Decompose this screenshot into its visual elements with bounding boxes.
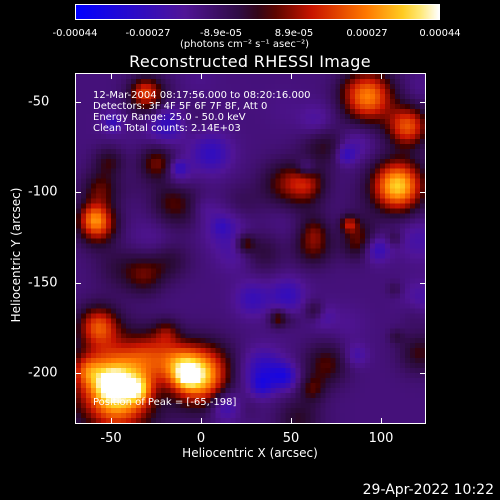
y-tick-mark	[75, 373, 81, 374]
peak-position-text: Position of Peak = [-65,-198]	[93, 397, 237, 408]
x-tick-mark	[111, 418, 112, 424]
y-tick-mark	[420, 192, 426, 193]
rhessi-image-heatmap	[76, 74, 425, 423]
energy-range-text: Energy Range: 25.0 - 50.0 keV	[93, 112, 246, 123]
x-tick-mark	[111, 73, 112, 79]
plot-title: Reconstructed RHESSI Image	[129, 52, 371, 71]
colorbar-tick-label: 8.9e-05	[274, 28, 314, 39]
x-tick-mark	[291, 418, 292, 424]
colorbar-tick-label: 0.00027	[346, 28, 388, 39]
x-tick-mark	[291, 73, 292, 79]
y-tick-mark	[420, 283, 426, 284]
colorbar-tick-label: 0.00044	[419, 28, 461, 39]
y-tick-mark	[420, 373, 426, 374]
colorbar-tick-label: -8.9e-05	[200, 28, 242, 39]
time-range-text: 12-Mar-2004 08:17:56.000 to 08:20:16.000	[93, 90, 311, 101]
x-tick-mark	[381, 73, 382, 79]
x-tick-label: 100	[368, 431, 394, 446]
y-tick-mark	[75, 102, 81, 103]
y-axis-label: Heliocentric Y (arcsec)	[9, 187, 23, 323]
y-tick-mark	[75, 283, 81, 284]
x-tick-mark	[201, 73, 202, 79]
x-tick-mark	[201, 418, 202, 424]
x-tick-label: 50	[282, 431, 300, 446]
detectors-text: Detectors: 3F 4F 5F 6F 7F 8F, Att 0	[93, 101, 268, 112]
colorbar-unit-label: (photons cm⁻² s⁻¹ asec⁻²)	[180, 39, 310, 50]
y-tick-label: -100	[28, 184, 58, 200]
colorbar-tick-label: -0.00027	[125, 28, 171, 39]
datestamp: 29-Apr-2022 10:22	[362, 482, 494, 498]
y-tick-mark	[420, 102, 426, 103]
x-axis-label: Heliocentric X (arcsec)	[182, 446, 318, 460]
image-plot-area	[75, 73, 426, 424]
colorbar	[75, 4, 440, 20]
y-tick-label: -200	[28, 365, 58, 381]
y-tick-label: -50	[28, 94, 50, 110]
y-tick-label: -150	[28, 275, 58, 291]
x-tick-label: -50	[100, 431, 122, 446]
x-tick-label: 0	[196, 431, 206, 446]
x-tick-mark	[381, 418, 382, 424]
colorbar-tick-label: -0.00044	[52, 28, 98, 39]
y-tick-mark	[75, 192, 81, 193]
method-counts-text: Clean Total counts: 2.14E+03	[93, 123, 241, 134]
